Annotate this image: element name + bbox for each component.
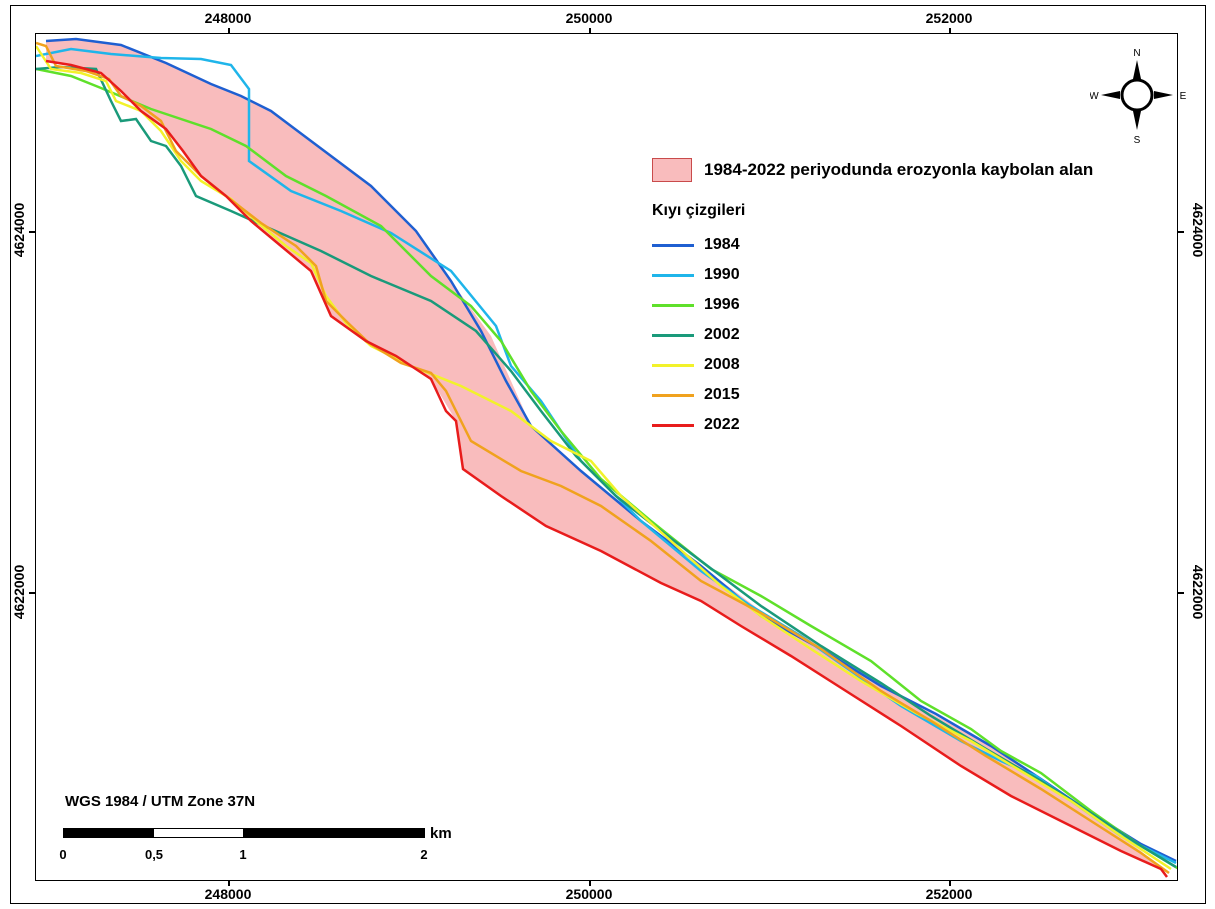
tick-mark — [29, 231, 35, 233]
scale-label-2: 2 — [420, 847, 428, 862]
compass-e: E — [1180, 91, 1187, 102]
legend-lines-title: Kıyı çizgileri — [652, 202, 746, 219]
scale-seg — [63, 828, 154, 838]
north-arrow-icon: N S E W — [1090, 48, 1187, 145]
shoreline-1996 — [36, 67, 1177, 870]
legend-items: 1984 1990 1996 2002 2008 2015 2022 — [652, 230, 1093, 440]
y-tick-left-4624000: 4624000 — [11, 202, 27, 258]
x-tick-bottom-252000: 252000 — [925, 886, 973, 902]
legend-line — [652, 243, 694, 247]
y-tick-left-4622000: 4622000 — [11, 564, 27, 620]
map-frame — [10, 5, 1206, 904]
scale-label-1: 1 — [239, 847, 247, 862]
legend-item-2022: 2022 — [652, 410, 1093, 440]
x-tick-bottom-250000: 250000 — [565, 886, 613, 902]
legend-line — [652, 423, 694, 427]
compass-w: W — [1090, 91, 1099, 102]
scale-seg — [153, 828, 244, 838]
shoreline-1984 — [45, 37, 1177, 863]
legend-area-swatch — [652, 158, 692, 182]
legend-item-label: 1990 — [704, 266, 740, 283]
legend-item-2008: 2008 — [652, 350, 1093, 380]
legend-item-label: 2008 — [704, 356, 740, 373]
legend-area-row: 1984-2022 periyodunda erozyonla kaybolan… — [652, 158, 1093, 182]
scale-seg — [243, 828, 425, 838]
compass-n: N — [1133, 48, 1140, 59]
y-tick-right-4624000: 4624000 — [1190, 202, 1206, 258]
scale-bar — [63, 828, 425, 838]
tick-mark — [949, 880, 951, 886]
legend-item-label: 2022 — [704, 416, 740, 433]
x-tick-top-252000: 252000 — [925, 10, 973, 26]
legend-item-2015: 2015 — [652, 380, 1093, 410]
tick-mark — [29, 592, 35, 594]
legend-item-label: 1984 — [704, 236, 740, 253]
legend-item-label: 2002 — [704, 326, 740, 343]
tick-mark — [228, 880, 230, 886]
shoreline-2022 — [45, 59, 1168, 878]
legend-item-2002: 2002 — [652, 320, 1093, 350]
legend-line — [652, 363, 694, 367]
y-tick-right-4622000: 4622000 — [1190, 564, 1206, 620]
tick-mark — [228, 28, 230, 34]
legend-item-1990: 1990 — [652, 260, 1093, 290]
tick-mark — [589, 28, 591, 34]
legend-line — [652, 333, 694, 337]
legend-item-label: 2015 — [704, 386, 740, 403]
erosion-area — [46, 39, 1161, 869]
legend-line — [652, 273, 694, 277]
x-tick-top-250000: 250000 — [565, 10, 613, 26]
legend-line — [652, 393, 694, 397]
legend-area-label: 1984-2022 periyodunda erozyonla kaybolan… — [704, 160, 1094, 179]
legend-line — [652, 303, 694, 307]
scale-unit: km — [430, 825, 452, 842]
projection-label: WGS 1984 / UTM Zone 37N — [65, 793, 256, 810]
tick-mark — [589, 880, 591, 886]
scale-label-0: 0 — [59, 847, 67, 862]
x-tick-bottom-248000: 248000 — [204, 886, 252, 902]
scale-label-0-5: 0,5 — [144, 847, 164, 862]
tick-mark — [949, 28, 951, 34]
legend-item-1996: 1996 — [652, 290, 1093, 320]
tick-mark — [1178, 592, 1184, 594]
shoreline-2002 — [36, 65, 1177, 869]
legend-item-1984: 1984 — [652, 230, 1093, 260]
x-tick-top-248000: 248000 — [204, 10, 252, 26]
legend: 1984-2022 periyodunda erozyonla kaybolan… — [652, 158, 1093, 440]
map-area — [35, 33, 1178, 881]
tick-mark — [1178, 231, 1184, 233]
shoreline-map — [36, 37, 1177, 878]
legend-item-label: 1996 — [704, 296, 740, 313]
compass-s: S — [1134, 135, 1141, 145]
